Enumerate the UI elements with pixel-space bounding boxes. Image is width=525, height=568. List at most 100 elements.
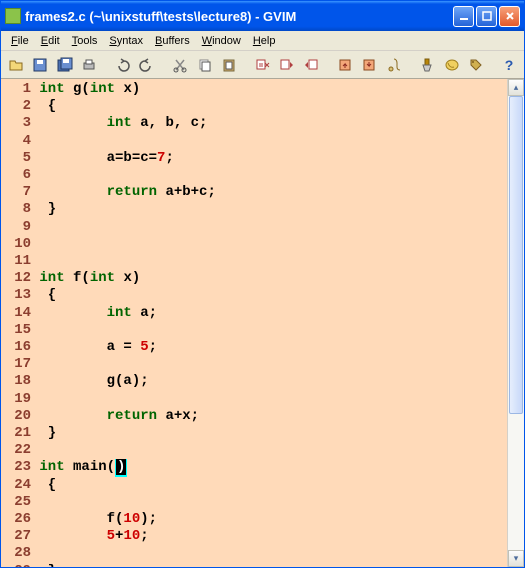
save-all-icon[interactable] [54,54,75,76]
line-number: 21 [5,425,31,442]
menu-syntax[interactable]: Syntax [103,33,149,49]
code-pane[interactable]: 1 int g(int x) 2 { 3 int a, b, c; 4 5 a=… [1,79,507,567]
editor-area: 1 int g(int x) 2 { 3 int a, b, c; 4 5 a=… [1,79,524,567]
code-token: 5 [140,339,148,355]
scroll-track[interactable] [508,96,524,550]
code-token: { [39,98,56,114]
line-number: 9 [5,219,31,236]
line-number: 1 [5,81,31,98]
help-icon[interactable]: ? [499,54,520,76]
titlebar-buttons [453,6,520,27]
scroll-up-button[interactable]: ▴ [508,79,524,96]
line-number: 20 [5,408,31,425]
line-number: 23 [5,459,31,476]
copy-icon[interactable] [194,54,215,76]
menu-tools[interactable]: Tools [66,33,104,49]
code-token: int [107,305,132,321]
code-token: { [39,477,56,493]
code-token: x) [115,81,140,97]
code-token: 10 [123,511,140,527]
code-token: { [39,287,56,303]
line-number: 18 [5,373,31,390]
paste-icon[interactable] [218,54,239,76]
cut-icon[interactable] [170,54,191,76]
code-token [39,184,106,200]
undo-icon[interactable] [112,54,133,76]
app-window: frames2.c (~\unixstuff\tests\lecture8) -… [0,0,525,568]
line-number: 22 [5,442,31,459]
menu-file[interactable]: File [5,33,35,49]
code-token [39,115,106,131]
code-token: a+b+c; [157,184,216,200]
menubar: FileEditToolsSyntaxBuffersWindowHelp [1,31,524,51]
code-token: int [39,459,64,475]
line-number: 13 [5,287,31,304]
line-number: 25 [5,494,31,511]
print-icon[interactable] [78,54,99,76]
line-number: 15 [5,322,31,339]
menu-help[interactable]: Help [247,33,282,49]
line-number: 29 [5,563,31,567]
window-title: frames2.c (~\unixstuff\tests\lecture8) -… [25,9,453,24]
code-token: return [107,184,157,200]
line-number: 3 [5,115,31,132]
scroll-down-button[interactable]: ▾ [508,550,524,567]
code-token [39,528,106,544]
code-token: ; [165,150,173,166]
line-number: 5 [5,150,31,167]
shell-icon[interactable] [441,54,462,76]
line-number: 26 [5,511,31,528]
line-number: 17 [5,356,31,373]
code-token: ); [140,511,157,527]
tags-icon[interactable] [465,54,486,76]
code-token: int [90,81,115,97]
line-number: 12 [5,270,31,287]
code-token: 10 [123,528,140,544]
code-token: int [39,81,64,97]
redo-icon[interactable] [136,54,157,76]
menu-edit[interactable]: Edit [35,33,66,49]
maximize-button[interactable] [476,6,497,27]
code-token: 5 [107,528,115,544]
find-replace-icon[interactable] [252,54,273,76]
open-icon[interactable] [5,54,26,76]
vertical-scrollbar[interactable]: ▴ ▾ [507,79,524,567]
code-token: int [90,270,115,286]
toolbar: ? [1,51,524,79]
line-number: 2 [5,98,31,115]
save-icon[interactable] [29,54,50,76]
minimize-button[interactable] [453,6,474,27]
line-number: 28 [5,545,31,562]
make-icon[interactable] [416,54,437,76]
code-token: } [39,201,56,217]
find-next-icon[interactable] [276,54,297,76]
cursor: ) [115,459,127,476]
line-number: 24 [5,477,31,494]
code-token: a=b=c= [39,150,157,166]
code-token: } [39,425,56,441]
find-prev-icon[interactable] [301,54,322,76]
svg-text:?: ? [505,57,514,73]
save-session-icon[interactable] [359,54,380,76]
line-number: 27 [5,528,31,545]
menu-window[interactable]: Window [196,33,247,49]
load-session-icon[interactable] [334,54,355,76]
code-token: f( [39,511,123,527]
code-token [39,408,106,424]
script-icon[interactable] [383,54,404,76]
code-token [39,305,106,321]
line-number: 14 [5,305,31,322]
line-number: 11 [5,253,31,270]
code-token: ; [140,528,148,544]
line-number: 4 [5,133,31,150]
code-token: g( [65,81,90,97]
menu-buffers[interactable]: Buffers [149,33,196,49]
code-token: a+x; [157,408,199,424]
scroll-thumb[interactable] [509,96,523,414]
code-token: } [39,563,56,567]
line-number: 7 [5,184,31,201]
close-button[interactable] [499,6,520,27]
line-number: 16 [5,339,31,356]
titlebar[interactable]: frames2.c (~\unixstuff\tests\lecture8) -… [1,1,524,31]
code-token: g(a); [39,373,148,389]
